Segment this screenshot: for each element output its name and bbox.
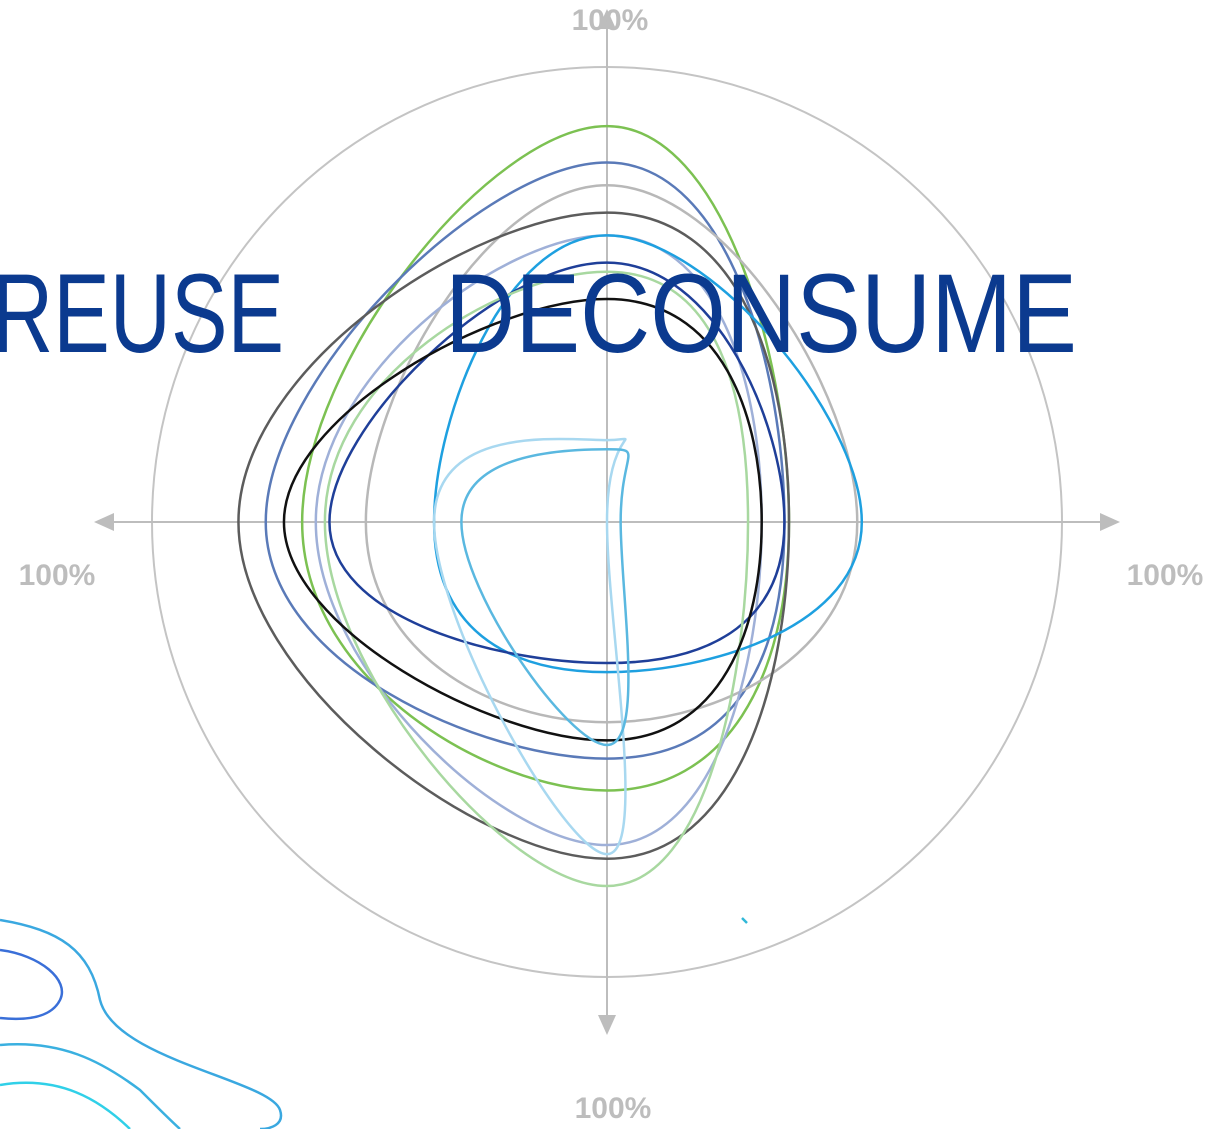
axis-label: 100%	[575, 1092, 652, 1125]
series-curve	[432, 437, 627, 856]
series-curve	[282, 297, 763, 742]
axis-label: 100%	[19, 559, 96, 592]
decoration	[0, 917, 748, 1129]
axis-arrow	[598, 1015, 616, 1035]
axis-arrow	[94, 513, 114, 531]
series-curve	[237, 211, 791, 860]
title: REUSE	[0, 251, 284, 376]
series-curve	[364, 184, 859, 724]
axis-arrow	[1100, 513, 1120, 531]
series-curve	[328, 261, 786, 665]
axis-label: 100%	[572, 4, 649, 37]
series-curve	[323, 270, 750, 888]
series-curve	[432, 234, 864, 674]
axis-label: 100%	[1127, 559, 1204, 592]
title: DECONSUME	[445, 251, 1077, 376]
series-curve	[314, 234, 763, 847]
axis-arrow	[598, 9, 616, 29]
series-curve	[300, 124, 791, 792]
series-curve	[460, 447, 630, 747]
series-curve	[264, 161, 786, 760]
